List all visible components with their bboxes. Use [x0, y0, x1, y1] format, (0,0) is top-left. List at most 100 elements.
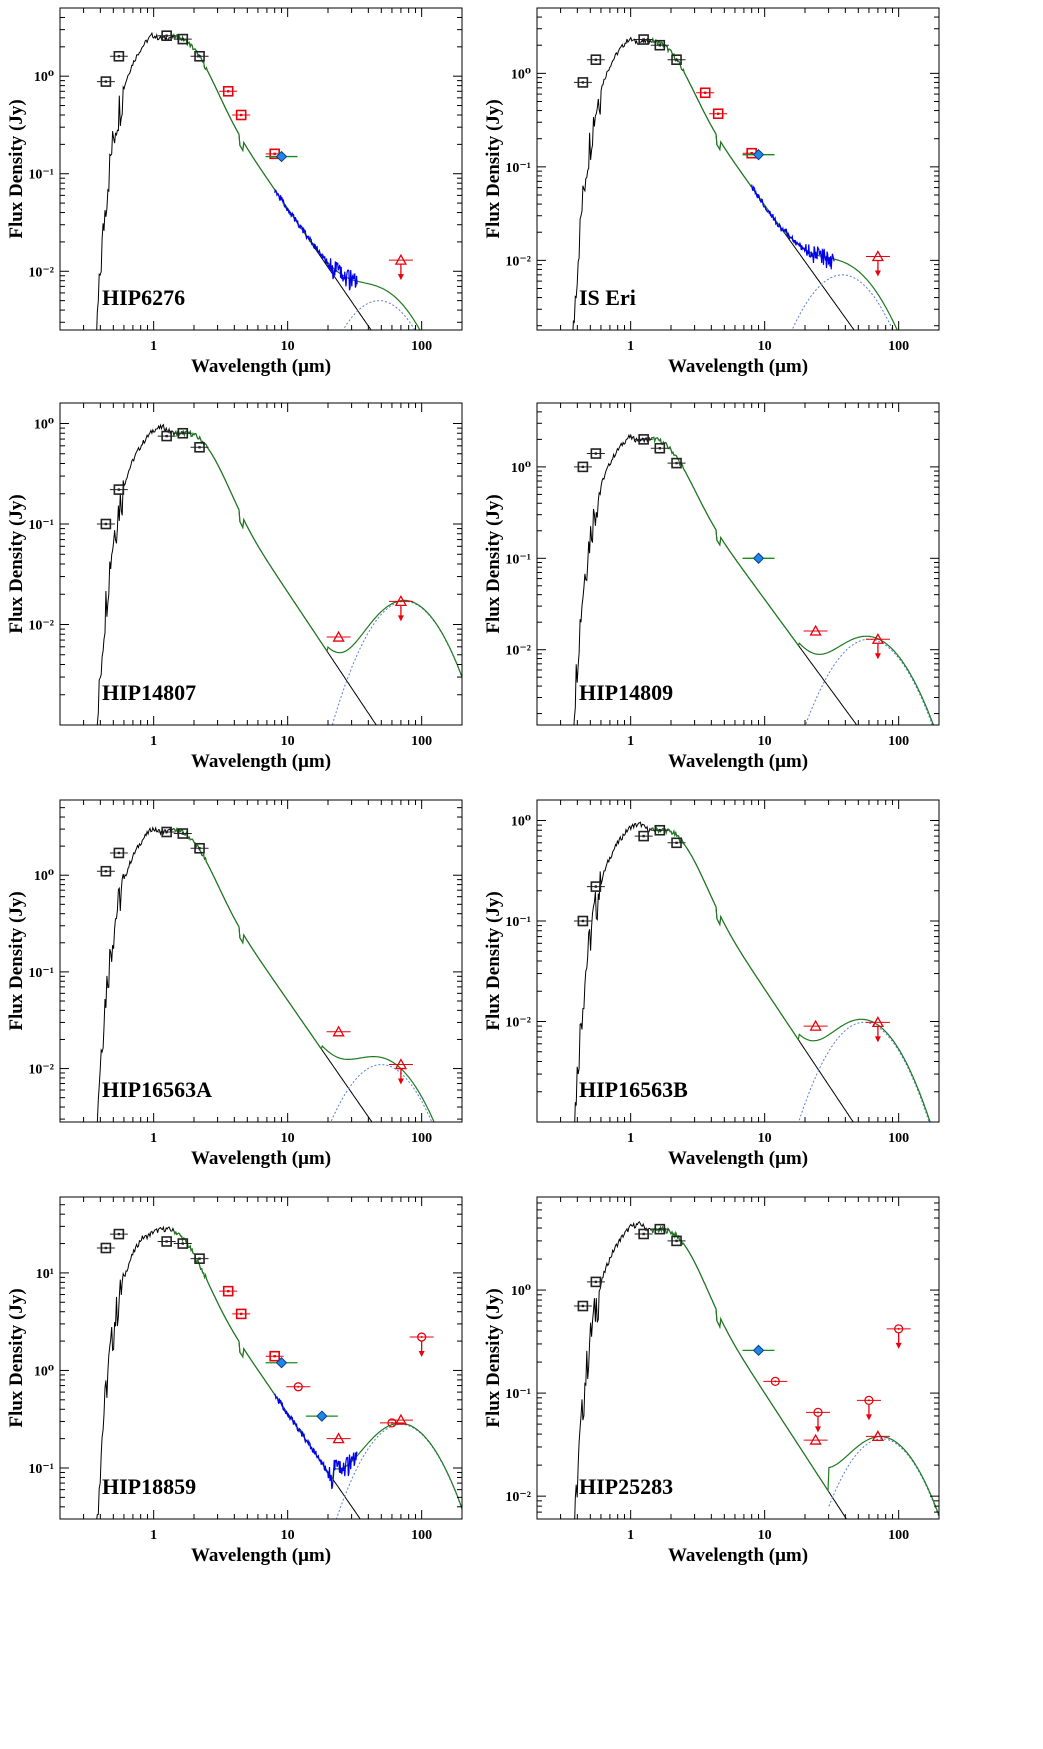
y-tick-label: 10⁻¹: [28, 518, 54, 533]
sed-panel: 1 10 100 10⁰ 10⁻¹ 10⁻² Wavelength (μm) Flux Den…: [483, 799, 940, 1169]
photometry-square: [100, 1242, 112, 1254]
total-model: [650, 826, 931, 1122]
x-tick-label: 1: [627, 734, 634, 749]
photometry-square-dot: [675, 841, 678, 845]
photometry-square: [113, 1228, 125, 1240]
y-axis-title: Flux Density (Jy): [483, 891, 504, 1030]
disk-model: [335, 1423, 462, 1519]
star-name-label: HIP14807: [102, 680, 196, 705]
total-model: [173, 1230, 462, 1509]
x-axis-title: Wavelength (μm): [191, 1148, 331, 1169]
photometry-square-dot: [181, 1242, 185, 1245]
photometry-square: [194, 50, 205, 62]
photometry-square: [177, 1238, 189, 1249]
plot-frame: [59, 1196, 463, 1520]
photometry-square-dot: [117, 55, 121, 58]
photometry-circle-dot: [867, 1399, 870, 1402]
plot-area: [572, 34, 898, 330]
y-axis-title: Flux Density (Jy): [6, 99, 27, 238]
photometry-square-dot: [104, 522, 108, 526]
star-name-label: HIP25283: [579, 1474, 673, 1499]
upper-limit-arrowhead: [814, 1426, 821, 1433]
photometry-square-dot: [181, 832, 185, 835]
photometry-diamond: [275, 150, 288, 163]
photometry-square: [194, 441, 205, 453]
photometry-square: [113, 484, 125, 495]
photometry-square: [654, 824, 666, 836]
sed-panel: 1 10 100 10¹ 10⁰ 10⁻¹ Wavelength (μm) Flux Dens…: [6, 1196, 463, 1566]
x-tick-label: 10: [758, 1528, 772, 1543]
photometry-triangle: [871, 1430, 885, 1442]
photometry-square-dot: [273, 1354, 276, 1358]
y-tick-label: 10⁻¹: [28, 966, 54, 981]
photometry-square: [638, 434, 649, 445]
photometry-square: [269, 1350, 280, 1362]
photosphere-model: [96, 31, 372, 330]
photometry-square: [577, 1300, 589, 1312]
total-model: [173, 429, 462, 678]
photometry-square: [113, 50, 125, 62]
y-tick-label: 10⁰: [511, 67, 531, 82]
x-axis-title: Wavelength (μm): [191, 751, 331, 772]
y-tick-label: 10⁻²: [505, 1490, 531, 1505]
photometry-circle-dot: [774, 1380, 777, 1383]
photometry-square: [100, 76, 112, 87]
star-name-label: IS Eri: [579, 285, 636, 310]
y-tick-label: 10⁻¹: [505, 915, 531, 930]
plot-area: [96, 826, 435, 1122]
y-tick-label: 10⁰: [34, 1364, 54, 1379]
photometry-square-dot: [198, 55, 201, 58]
y-tick-label: 10⁰: [511, 815, 531, 830]
photometry-square-dot: [716, 112, 720, 115]
photometry-circle: [293, 1382, 303, 1392]
x-tick-label: 1: [627, 1131, 634, 1146]
upper-limit-arrowhead: [874, 270, 881, 277]
photometry-square: [671, 457, 682, 469]
photometry-square-dot: [165, 1240, 168, 1243]
y-tick-label: 10⁰: [34, 70, 54, 85]
x-tick-label: 100: [888, 1528, 909, 1543]
x-tick-label: 10: [281, 1528, 295, 1543]
plot-area: [573, 821, 931, 1122]
sed-panel: 1 10 100 10⁰ 10⁻¹ 10⁻² Wavelength (μm) Flux Den…: [483, 7, 940, 377]
x-tick-label: 100: [411, 339, 432, 354]
disk-model: [805, 638, 933, 725]
photometry-square: [671, 54, 682, 65]
photometry-square-dot: [198, 847, 201, 850]
photometry-square-dot: [658, 1227, 662, 1231]
photometry-square-dot: [117, 851, 121, 855]
photometry-square: [235, 1308, 247, 1320]
x-tick-label: 1: [150, 734, 157, 749]
x-tick-label: 1: [150, 1131, 157, 1146]
x-tick-label: 10: [281, 734, 295, 749]
photometry-square: [699, 87, 711, 99]
x-tick-label: 1: [150, 339, 157, 354]
upper-limit-arrowhead: [865, 1414, 872, 1421]
x-tick-label: 1: [627, 1528, 634, 1543]
y-tick-label: 10⁻²: [28, 265, 54, 280]
photometry-square-dot: [104, 80, 108, 83]
y-tick-label: 10⁰: [34, 418, 54, 433]
irs-spectrum: [751, 184, 835, 270]
photometry-square-dot: [117, 1232, 121, 1236]
upper-limit-arrowhead: [397, 615, 404, 622]
photometry-square-dot: [594, 1280, 598, 1284]
x-tick-label: 100: [888, 734, 909, 749]
photometry-circle-dot: [420, 1336, 423, 1339]
photometry-square-dot: [227, 1289, 230, 1293]
photometry-diamond: [752, 552, 765, 564]
x-tick-label: 100: [411, 1131, 432, 1146]
photometry-square-dot: [658, 447, 662, 450]
plot-frame: [536, 1196, 940, 1520]
x-axis-title: Wavelength (μm): [668, 1148, 808, 1169]
photometry-square-dot: [198, 446, 201, 449]
photometry-square: [100, 518, 112, 530]
photometry-diamond: [275, 1357, 288, 1369]
photosphere-model: [574, 1221, 848, 1519]
x-tick-label: 100: [411, 1528, 432, 1543]
disk-model: [791, 274, 894, 330]
photometry-square: [654, 442, 666, 454]
upper-limit-arrowhead: [874, 1036, 881, 1043]
disk-model: [331, 600, 462, 725]
